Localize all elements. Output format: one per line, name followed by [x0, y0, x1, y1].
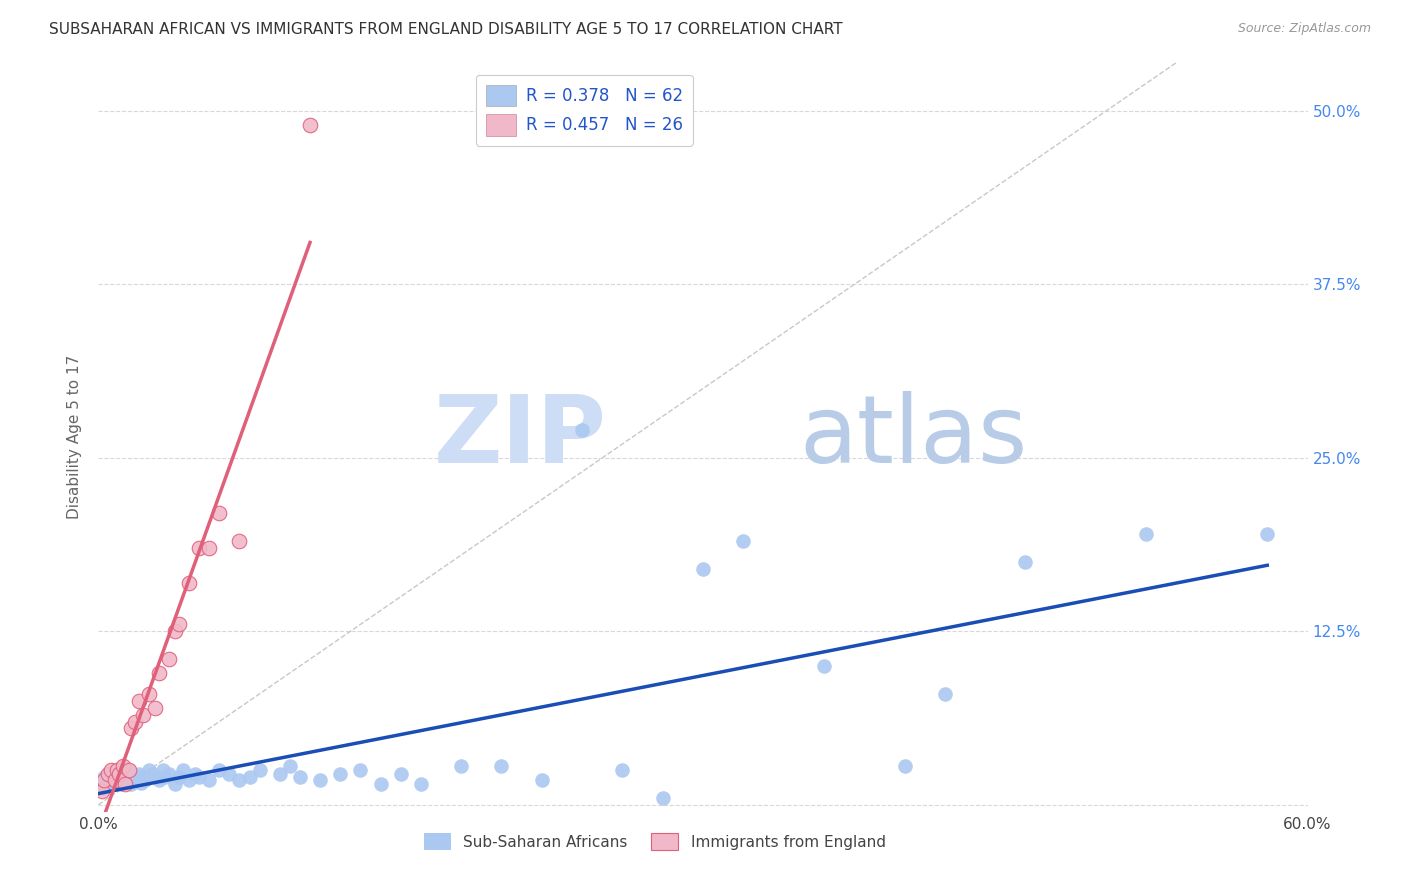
Point	[1135, 527, 1157, 541]
Point	[110, 777, 132, 791]
Point	[409, 777, 432, 791]
Point	[91, 784, 114, 798]
Point	[228, 534, 250, 549]
Text: Source: ZipAtlas.com: Source: ZipAtlas.com	[1237, 22, 1371, 36]
Point	[97, 772, 120, 787]
Point	[111, 767, 134, 781]
Point	[93, 772, 115, 787]
Point	[128, 694, 150, 708]
Point	[208, 763, 231, 777]
Point	[121, 770, 143, 784]
Point	[612, 763, 634, 777]
Point	[105, 763, 128, 777]
Point	[349, 763, 371, 777]
Point	[491, 759, 513, 773]
Point	[188, 770, 211, 784]
Point	[120, 777, 142, 791]
Point	[370, 777, 392, 791]
Text: ZIP: ZIP	[433, 391, 606, 483]
Point	[530, 772, 553, 787]
Point	[96, 777, 118, 791]
Point	[120, 722, 142, 736]
Point	[132, 707, 155, 722]
Point	[309, 772, 332, 787]
Point	[103, 772, 125, 787]
Point	[132, 770, 155, 784]
Point	[208, 507, 231, 521]
Text: atlas: atlas	[800, 391, 1028, 483]
Point	[157, 767, 180, 781]
Point	[129, 775, 152, 789]
Point	[107, 767, 129, 781]
Point	[167, 617, 190, 632]
Point	[278, 759, 301, 773]
Point	[692, 562, 714, 576]
Point	[103, 763, 125, 777]
Legend: Sub-Saharan Africans, Immigrants from England: Sub-Saharan Africans, Immigrants from En…	[418, 827, 891, 856]
Point	[239, 770, 262, 784]
Point	[329, 767, 352, 781]
Point	[128, 767, 150, 781]
Point	[114, 772, 136, 787]
Point	[93, 770, 115, 784]
Point	[249, 763, 271, 777]
Point	[105, 772, 128, 787]
Point	[163, 624, 186, 639]
Point	[184, 767, 207, 781]
Point	[813, 659, 835, 673]
Point	[269, 767, 291, 781]
Point	[124, 714, 146, 729]
Point	[163, 777, 186, 791]
Point	[97, 767, 120, 781]
Point	[179, 575, 201, 590]
Point	[100, 767, 122, 781]
Point	[893, 759, 915, 773]
Point	[134, 772, 156, 787]
Point	[172, 763, 194, 777]
Point	[111, 759, 134, 773]
Point	[571, 423, 593, 437]
Point	[299, 118, 322, 132]
Point	[288, 770, 311, 784]
Point	[101, 775, 124, 789]
Point	[218, 767, 240, 781]
Point	[148, 665, 170, 680]
Y-axis label: Disability Age 5 to 17: Disability Age 5 to 17	[67, 355, 83, 519]
Point	[651, 790, 673, 805]
Point	[115, 770, 138, 784]
Point	[167, 770, 190, 784]
Point	[228, 772, 250, 787]
Point	[100, 763, 122, 777]
Point	[450, 759, 472, 773]
Point	[733, 534, 755, 549]
Point	[107, 770, 129, 784]
Point	[198, 541, 221, 555]
Point	[138, 687, 160, 701]
Point	[118, 763, 141, 777]
Point	[1014, 555, 1036, 569]
Point	[153, 770, 176, 784]
Point	[91, 781, 114, 796]
Point	[152, 763, 174, 777]
Point	[142, 767, 165, 781]
Point	[143, 700, 166, 714]
Point	[198, 772, 221, 787]
Point	[188, 541, 211, 555]
Point	[138, 763, 160, 777]
Point	[118, 763, 141, 777]
Point	[389, 767, 412, 781]
Point	[1256, 527, 1278, 541]
Point	[157, 652, 180, 666]
Point	[148, 772, 170, 787]
Point	[114, 777, 136, 791]
Point	[934, 687, 956, 701]
Text: SUBSAHARAN AFRICAN VS IMMIGRANTS FROM ENGLAND DISABILITY AGE 5 TO 17 CORRELATION: SUBSAHARAN AFRICAN VS IMMIGRANTS FROM EN…	[49, 22, 842, 37]
Point	[179, 772, 201, 787]
Point	[124, 772, 146, 787]
